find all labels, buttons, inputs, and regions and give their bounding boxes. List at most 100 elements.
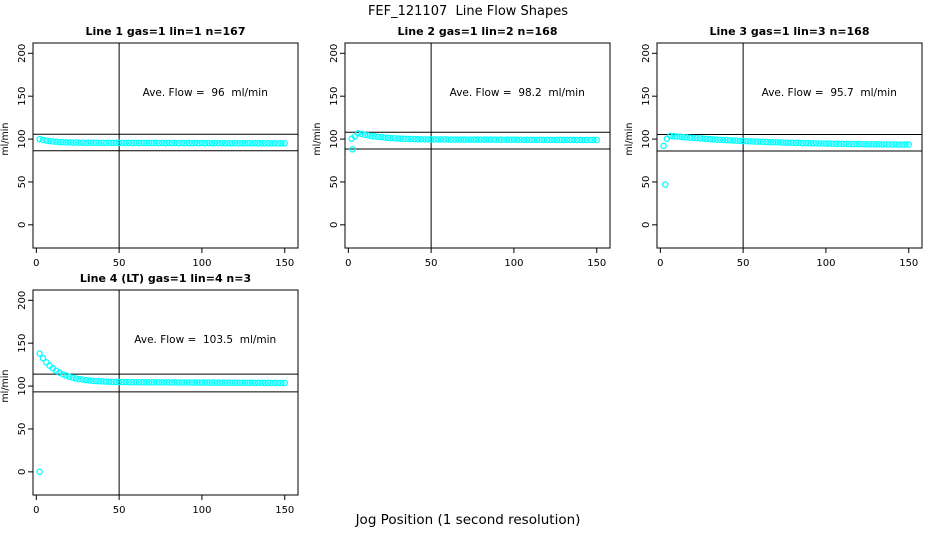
data-point: [355, 129, 362, 137]
data-point: [188, 379, 196, 386]
data-point: [875, 141, 883, 148]
data-point: [576, 136, 584, 144]
data-point: [865, 140, 873, 148]
data-point: [384, 134, 392, 142]
data-point: [264, 140, 272, 147]
data-point: [504, 136, 511, 143]
data-point: [690, 134, 697, 142]
x-tick-label: 50: [113, 258, 126, 269]
data-point: [444, 136, 451, 143]
x-tick-label: 150: [275, 505, 294, 516]
y-tick-label: 0: [17, 469, 28, 475]
data-point: [281, 379, 288, 387]
data-point: [208, 379, 216, 386]
ave-flow-annotation: Ave. Flow = 95.7 ml/min: [762, 87, 897, 99]
x-tick-label: 50: [113, 505, 126, 516]
data-point: [261, 379, 269, 387]
data-point: [888, 141, 896, 148]
data-point: [437, 136, 445, 143]
data-point: [92, 377, 100, 385]
data-point: [490, 136, 498, 143]
data-point: [215, 139, 222, 147]
data-point: [271, 140, 279, 147]
data-point: [537, 136, 544, 144]
data-point: [388, 134, 395, 142]
ave-flow-annotation: Ave. Flow = 96 ml/min: [143, 87, 268, 99]
data-point: [66, 139, 73, 146]
data-point: [72, 139, 80, 146]
data-point: [523, 136, 531, 144]
data-point: [129, 378, 136, 386]
data-point: [839, 140, 846, 148]
data-point: [560, 136, 567, 144]
data-point: [235, 379, 242, 387]
data-point: [786, 139, 793, 147]
x-tick-label: 0: [657, 258, 663, 269]
data-point: [842, 140, 850, 148]
data-point: [274, 140, 282, 147]
data-point: [62, 139, 70, 146]
y-tick-label: 150: [641, 87, 652, 106]
y-tick-label: 50: [641, 176, 652, 189]
panel-title: Line 3 gas=1 lin=3 n=168: [709, 25, 869, 38]
data-point: [251, 139, 259, 147]
data-point: [238, 139, 245, 147]
data-point: [188, 139, 196, 147]
data-point: [105, 378, 113, 386]
data-point: [142, 139, 149, 147]
data-point: [158, 139, 166, 147]
x-tick-label: 50: [425, 258, 438, 269]
data-point: [112, 139, 120, 147]
data-point: [670, 132, 677, 140]
data-point: [411, 135, 418, 143]
panel-title: Line 2 gas=1 lin=2 n=168: [397, 25, 557, 38]
data-point: [49, 138, 57, 145]
ave-flow-annotation: Ave. Flow = 103.5 ml/min: [134, 334, 276, 346]
data-point: [152, 139, 159, 147]
x-tick-label: 150: [275, 258, 294, 269]
data-point: [902, 141, 909, 148]
data-point: [215, 379, 222, 386]
data-point: [776, 139, 783, 146]
data-point: [205, 379, 212, 386]
x-tick-label: 100: [192, 505, 211, 516]
data-point: [710, 136, 717, 143]
data-point: [547, 136, 554, 144]
data-point: [507, 136, 514, 144]
data-point: [583, 136, 591, 144]
data-point: [162, 139, 169, 147]
data-point: [218, 139, 226, 147]
data-point: [573, 136, 581, 144]
data-point: [56, 369, 63, 376]
data-point: [460, 136, 468, 143]
data-point: [441, 136, 448, 143]
data-point: [660, 142, 667, 150]
data-point: [198, 139, 206, 147]
data-point: [36, 468, 43, 476]
data-point: [198, 379, 206, 386]
data-point: [254, 140, 262, 147]
panel-line-1: 0 50 100 150 0 50 100 150 200 ml/min Line 1 gas=1 …: [0, 25, 299, 269]
data-point: [849, 140, 856, 148]
data-point: [779, 139, 787, 146]
data-point: [391, 134, 398, 142]
data-point: [812, 140, 820, 147]
data-point: [129, 139, 136, 147]
data-point: [869, 141, 876, 148]
data-point: [39, 136, 47, 144]
data-point: [115, 378, 123, 386]
page-title: FEF_121107 Line Flow Shapes: [367, 4, 569, 19]
data-point: [109, 378, 116, 386]
data-point: [264, 379, 272, 387]
data-point: [89, 139, 96, 147]
data-point: [221, 379, 229, 386]
y-tick-label: 0: [329, 222, 340, 228]
data-point: [185, 139, 192, 147]
data-point: [96, 378, 103, 385]
y-tick-label: 200: [329, 44, 340, 63]
data-point: [235, 140, 242, 147]
data-point: [139, 139, 146, 147]
data-point: [92, 139, 100, 147]
data-point: [82, 376, 90, 384]
data-point: [245, 139, 252, 147]
